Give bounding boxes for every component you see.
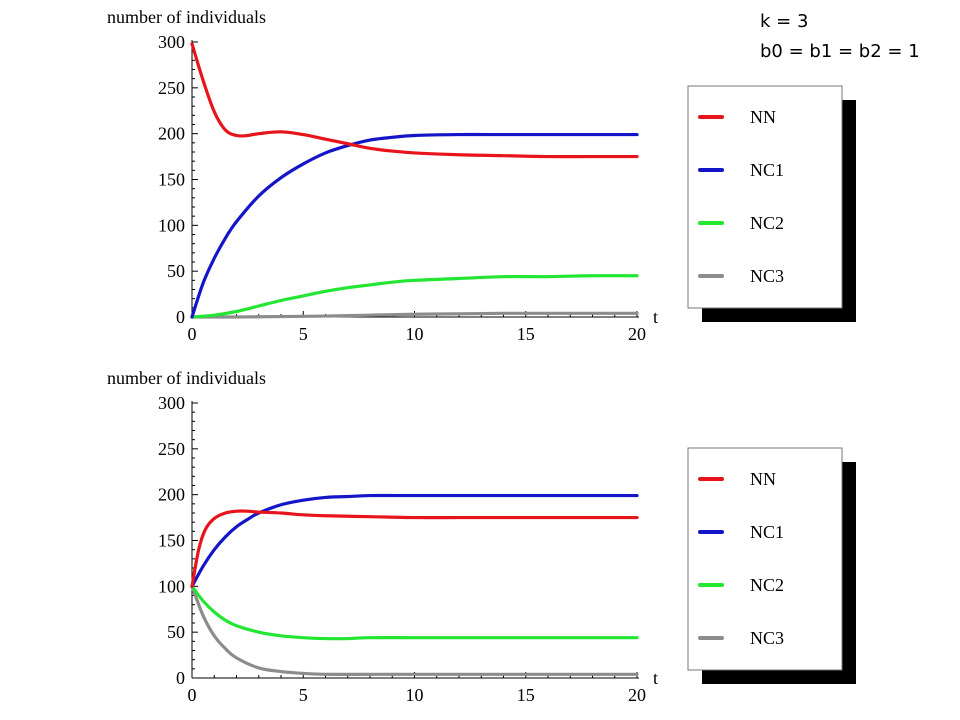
y-axis-label: number of individuals	[107, 7, 266, 27]
y-tick-label: 200	[158, 124, 185, 144]
legend-label-nc1: NC1	[750, 160, 784, 180]
y-tick-label: 250	[158, 78, 185, 98]
y-tick-label: 150	[158, 531, 185, 551]
x-tick-label: 0	[188, 685, 197, 705]
series-line-nn	[190, 42, 639, 159]
legend-label-nc3: NC3	[750, 266, 784, 286]
x-axis-label: t	[653, 307, 658, 327]
legend: NN NC1 NC2 NC3	[687, 85, 856, 322]
y-tick-label: 300	[158, 32, 185, 52]
y-tick-label: 0	[176, 668, 185, 688]
y-tick-label: 200	[158, 485, 185, 505]
legend-label-nn: NN	[750, 107, 776, 127]
legend-label-nn: NN	[750, 469, 776, 489]
series-line-nc3	[190, 311, 639, 319]
legend-box	[687, 447, 843, 671]
y-tick-label: 50	[167, 622, 185, 642]
y-tick-label: 250	[158, 439, 185, 459]
y-axis-label: number of individuals	[107, 368, 266, 388]
x-tick-label: 10	[406, 324, 424, 344]
series-line-nc1	[190, 493, 639, 588]
legend-label-nc2: NC2	[750, 575, 784, 595]
x-axis-label: t	[653, 668, 658, 688]
x-tick-label: 20	[628, 685, 646, 705]
y-tick-label: 150	[158, 170, 185, 190]
y-tick-label: 0	[176, 307, 185, 327]
x-tick-label: 15	[517, 324, 535, 344]
legend-box	[687, 85, 843, 309]
x-tick-label: 10	[406, 685, 424, 705]
x-tick-label: 20	[628, 324, 646, 344]
legend-label-nc3: NC3	[750, 628, 784, 648]
legend-label-nc2: NC2	[750, 213, 784, 233]
y-tick-label: 100	[158, 576, 185, 596]
y-tick-label: 300	[158, 393, 185, 413]
series-line-nc2	[190, 584, 639, 641]
x-tick-label: 15	[517, 685, 535, 705]
x-tick-label: 5	[299, 685, 308, 705]
parameter-k-label: k = 3	[760, 11, 809, 32]
y-tick-label: 50	[167, 261, 185, 281]
x-tick-label: 5	[299, 324, 308, 344]
series-line-nc2	[190, 274, 639, 319]
legend: NN NC1 NC2 NC3	[687, 447, 856, 684]
x-tick-label: 0	[188, 324, 197, 344]
series-line-nn	[190, 509, 639, 588]
legend-label-nc1: NC1	[750, 522, 784, 542]
series-line-nc1	[190, 132, 639, 319]
y-tick-label: 100	[158, 215, 185, 235]
parameter-b-label: b0 = b1 = b2 = 1	[760, 41, 920, 62]
series-line-nc3	[190, 584, 639, 677]
